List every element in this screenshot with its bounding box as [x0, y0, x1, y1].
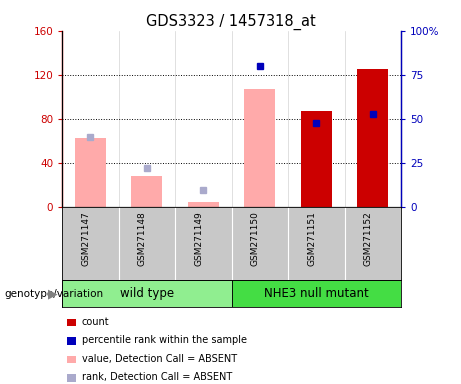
Bar — [62, 280, 231, 307]
Text: GSM271152: GSM271152 — [364, 211, 373, 266]
Bar — [188, 202, 219, 207]
Bar — [131, 177, 162, 207]
Bar — [357, 70, 388, 207]
Bar — [231, 280, 401, 307]
Text: GSM271151: GSM271151 — [307, 211, 316, 266]
Bar — [244, 89, 275, 207]
Text: value, Detection Call = ABSENT: value, Detection Call = ABSENT — [82, 354, 236, 364]
Text: rank, Detection Call = ABSENT: rank, Detection Call = ABSENT — [82, 372, 232, 382]
Text: genotype/variation: genotype/variation — [5, 289, 104, 299]
Text: wild type: wild type — [120, 287, 174, 300]
Text: percentile rank within the sample: percentile rank within the sample — [82, 335, 247, 345]
Text: ▶: ▶ — [48, 287, 58, 300]
Bar — [301, 111, 332, 207]
Text: NHE3 null mutant: NHE3 null mutant — [264, 287, 369, 300]
Text: count: count — [82, 317, 109, 327]
Text: GSM271147: GSM271147 — [82, 211, 90, 266]
Text: GDS3323 / 1457318_at: GDS3323 / 1457318_at — [146, 13, 315, 30]
Text: GSM271148: GSM271148 — [138, 211, 147, 266]
Text: GSM271150: GSM271150 — [251, 211, 260, 266]
Text: GSM271149: GSM271149 — [195, 211, 203, 266]
Bar — [75, 138, 106, 207]
